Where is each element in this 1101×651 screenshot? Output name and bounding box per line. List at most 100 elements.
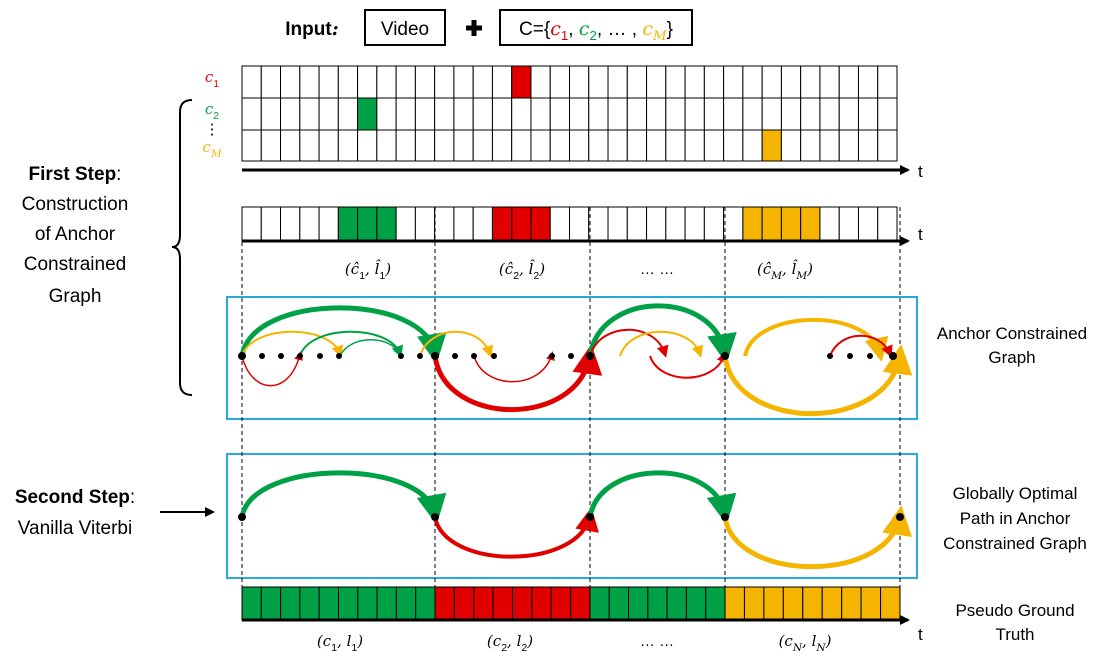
text-part: 1 xyxy=(359,270,365,282)
cell xyxy=(434,129,455,162)
cell xyxy=(549,129,570,162)
cell xyxy=(665,129,686,162)
cell xyxy=(338,586,359,621)
text-part: … … xyxy=(640,633,674,650)
node xyxy=(721,513,729,521)
path-box xyxy=(226,453,918,579)
cell xyxy=(511,65,532,99)
text-part: , xyxy=(568,19,579,40)
cell xyxy=(241,97,262,131)
cell xyxy=(780,97,802,131)
cell xyxy=(684,129,705,162)
text-part: , l̂ xyxy=(519,260,535,278)
cell xyxy=(742,65,763,99)
cell xyxy=(782,586,804,621)
set-box xyxy=(499,9,693,46)
transition-arc xyxy=(432,344,603,412)
cell xyxy=(357,129,378,162)
cell xyxy=(299,586,320,621)
cell xyxy=(376,65,397,99)
cell xyxy=(684,65,705,99)
cell xyxy=(877,206,898,242)
cell xyxy=(491,206,513,242)
cell xyxy=(819,65,840,99)
cell xyxy=(414,129,436,162)
cell xyxy=(838,65,859,99)
segment-label: … … xyxy=(640,261,674,278)
node xyxy=(238,352,246,360)
text-part: 2 xyxy=(533,270,539,282)
cell xyxy=(838,206,859,242)
text-part: : xyxy=(116,164,121,185)
cell xyxy=(414,97,436,131)
text-part: (ĉ xyxy=(345,260,360,278)
node xyxy=(317,353,323,359)
cell xyxy=(280,97,301,131)
cell xyxy=(723,206,744,242)
cell xyxy=(569,206,590,242)
cell xyxy=(588,206,609,242)
axis-label: t xyxy=(918,625,923,644)
segment-label: (ĉM, l̂M) xyxy=(757,260,813,282)
segment-label: (ĉ2, l̂2) xyxy=(499,260,545,282)
text-part: c xyxy=(550,18,561,40)
transition-arc xyxy=(743,317,889,362)
cell xyxy=(318,586,340,621)
cell xyxy=(453,65,474,99)
cell xyxy=(821,586,843,621)
transition-arc xyxy=(619,330,704,358)
transition-arc xyxy=(433,507,599,559)
cell xyxy=(626,206,648,242)
video-box xyxy=(364,9,446,46)
cell xyxy=(491,97,513,131)
node xyxy=(896,513,904,521)
cell xyxy=(569,97,590,131)
cell xyxy=(857,65,879,99)
cell xyxy=(414,65,436,99)
segment-label: … … xyxy=(640,633,674,650)
cell xyxy=(337,65,359,99)
node xyxy=(568,353,574,359)
cell xyxy=(703,129,725,162)
text-part: 2 xyxy=(521,642,527,651)
cell xyxy=(280,586,301,621)
cell xyxy=(530,206,551,242)
side-label: Globally Optimal xyxy=(953,484,1078,503)
cell xyxy=(376,206,397,242)
cell xyxy=(646,97,667,131)
cell xyxy=(318,65,339,99)
text-part: 1 xyxy=(379,270,385,282)
cell xyxy=(860,586,882,621)
step-line: Construction xyxy=(22,194,129,215)
cell xyxy=(761,65,782,99)
cell xyxy=(357,65,378,99)
cell xyxy=(763,586,784,621)
cell xyxy=(337,206,359,242)
text-part: Second Step xyxy=(15,487,130,508)
transition-arc xyxy=(239,470,447,525)
text-part: c xyxy=(579,18,590,40)
text-part: 1 xyxy=(331,642,337,651)
class-set: C={c1, c2, … , cM} xyxy=(519,18,673,44)
cell xyxy=(724,586,745,621)
cell xyxy=(376,97,397,131)
transition-arc xyxy=(241,351,303,387)
cell xyxy=(473,586,494,621)
cell xyxy=(685,586,707,621)
cell xyxy=(337,97,359,131)
segment-label: (cN, lN) xyxy=(779,632,832,651)
cell xyxy=(530,97,551,131)
cell xyxy=(780,65,802,99)
text-part: ) xyxy=(806,260,813,278)
cell xyxy=(607,129,628,162)
cell xyxy=(665,206,686,242)
cell xyxy=(880,586,901,621)
cell xyxy=(472,206,493,242)
cell xyxy=(395,206,416,242)
plus-icon xyxy=(466,20,482,36)
node xyxy=(259,353,265,359)
segment-label: (c2, l2) xyxy=(487,632,533,651)
transition-arc xyxy=(339,339,402,357)
row-label: c2 xyxy=(205,100,219,122)
brace xyxy=(171,99,193,396)
